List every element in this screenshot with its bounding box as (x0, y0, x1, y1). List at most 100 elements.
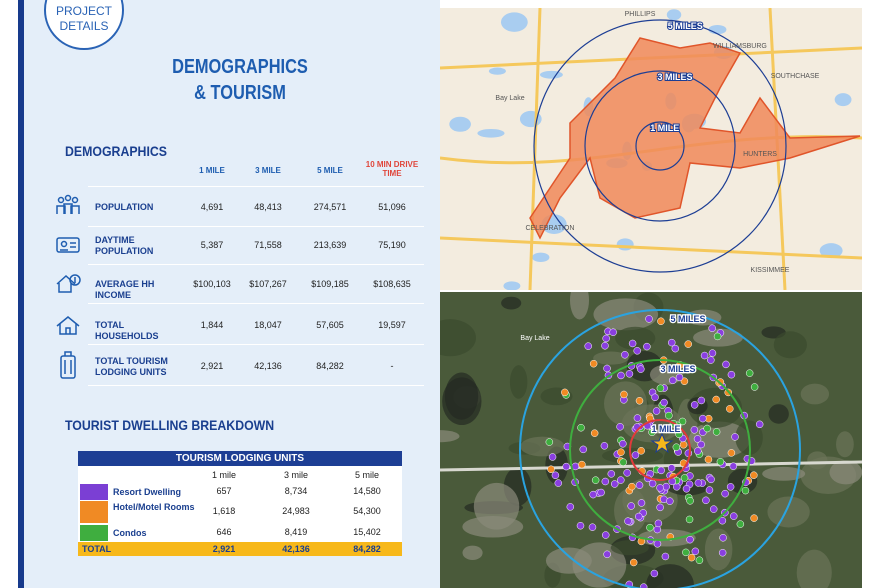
terrain (829, 460, 862, 485)
lodging-dot (637, 499, 646, 507)
lake (488, 67, 506, 75)
lodging-dot (679, 441, 688, 449)
lodging-dot (561, 388, 569, 397)
lodging-dot (680, 377, 689, 386)
row-separator (88, 226, 424, 227)
road (528, 8, 542, 290)
terrain (762, 466, 806, 481)
lodging-dot (683, 365, 692, 374)
lodging-dot (653, 525, 662, 534)
lodging-dot (750, 383, 759, 391)
ring-label: 5 MILES (668, 21, 703, 31)
column-header: 5 mile (354, 470, 379, 480)
lake (449, 116, 471, 132)
place-label: WILLIAMSBURG (713, 43, 767, 50)
lodging-dot (745, 369, 754, 377)
site-star (650, 432, 674, 454)
column-header: 3 mile (283, 470, 308, 480)
lodging-dot (620, 390, 628, 399)
lodging-dot (545, 438, 554, 446)
lodging-dot (707, 475, 715, 484)
cell: 57,605 (316, 320, 344, 330)
place-label: Bay Lake (495, 95, 524, 102)
lodging-dot (643, 342, 651, 351)
cell: 84,282 (316, 361, 344, 371)
radius-ring (519, 309, 801, 588)
cell: 54,300 (353, 506, 381, 516)
lodging-dot (627, 502, 635, 510)
lodging-dot (566, 503, 575, 511)
lodging-dot (656, 503, 664, 512)
icons (56, 194, 81, 379)
terrain (509, 365, 528, 399)
total-label: TOTAL (82, 544, 112, 554)
row-separator (88, 264, 424, 265)
column-header: 1 MILE (199, 166, 225, 175)
lake (500, 12, 528, 32)
ring-label: 1 MILE (650, 123, 679, 133)
row-label: Condos (113, 528, 147, 538)
cell: $108,635 (373, 279, 411, 289)
terrain (796, 549, 832, 588)
lodging-dot (702, 496, 710, 505)
lodging-dot (646, 523, 654, 532)
lodging-dot (662, 482, 670, 491)
lake (616, 238, 634, 251)
lodging-dot (668, 376, 677, 385)
lodging-dot (610, 480, 619, 488)
cell: 274,571 (313, 202, 347, 212)
row-separator (88, 385, 424, 386)
lodging-dot (694, 479, 703, 487)
lodging-dot (590, 429, 599, 437)
lodging-dot (651, 393, 659, 402)
lodging-dot (730, 512, 738, 520)
lodging-dot (716, 457, 725, 466)
lodging-dot (699, 414, 707, 423)
lodging-dot (755, 420, 764, 429)
lodging-dot (600, 442, 609, 450)
lake (666, 9, 682, 21)
lodging-dot (628, 482, 636, 491)
terrain (767, 496, 810, 528)
row-separator (88, 303, 424, 304)
cell: $109,185 (311, 279, 349, 289)
terrain (501, 296, 522, 310)
cell: 8,419 (284, 527, 308, 537)
row-label: DAYTIME POPULATION (95, 235, 154, 256)
lodging-dot (653, 540, 662, 548)
row-separator (88, 344, 424, 345)
cell: $100,103 (193, 279, 231, 289)
lake (477, 128, 505, 138)
lodging-dot (619, 440, 627, 448)
households-icon (56, 316, 80, 335)
daytime-icon (56, 237, 80, 253)
cell: 42,136 (254, 361, 282, 371)
cell: 48,413 (254, 202, 282, 212)
lodging-dot (625, 370, 634, 378)
terrain (440, 319, 476, 357)
terrain (593, 351, 629, 365)
row-label: AVERAGE HH INCOME (95, 279, 155, 300)
lodging-dot (719, 534, 727, 542)
terrain (572, 542, 627, 588)
cell: 657 (216, 486, 232, 496)
cell: 15,402 (353, 527, 381, 537)
lodging-dot (750, 471, 758, 479)
lodging-dot (726, 483, 735, 491)
lodging-dot (579, 445, 588, 454)
income-icon (56, 274, 81, 293)
lodging-dot (633, 347, 641, 355)
row-label: POPULATION (95, 202, 154, 212)
lodging-dot (713, 332, 722, 341)
lodging-dot (652, 407, 661, 415)
lodging-dot (623, 469, 631, 477)
lodging-dot (601, 477, 610, 486)
cell: 213,639 (313, 240, 347, 250)
lodging-dot (634, 512, 643, 521)
section-heading: DEMOGRAPHICS (65, 143, 167, 159)
terrain (440, 430, 460, 443)
ring-label: 5 MILES (670, 314, 705, 324)
lodging-dot (727, 370, 736, 379)
lodging-dot (678, 417, 687, 426)
